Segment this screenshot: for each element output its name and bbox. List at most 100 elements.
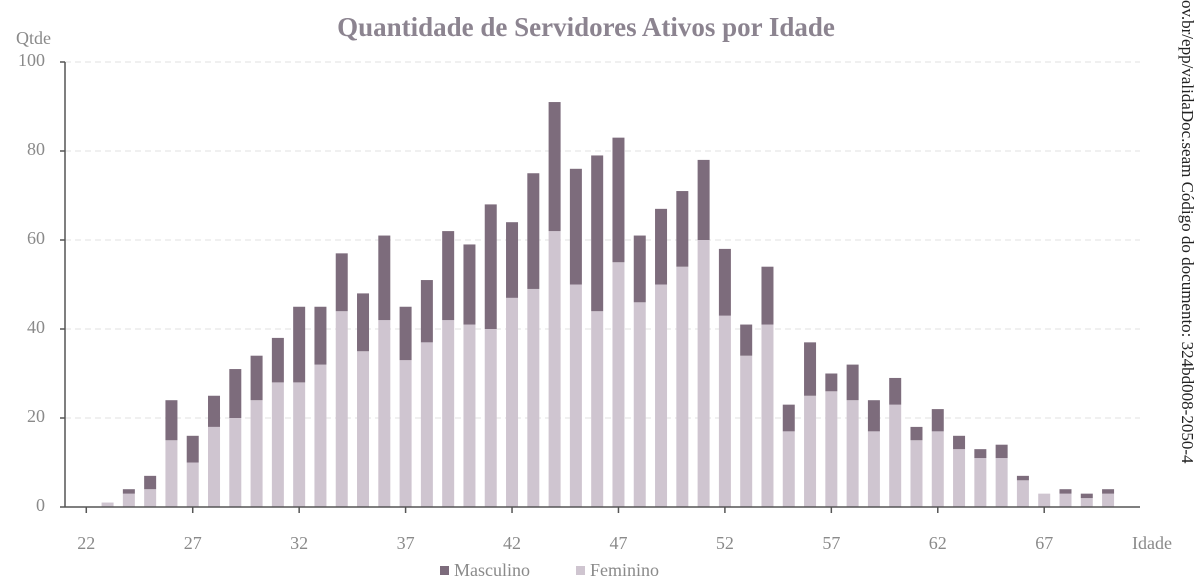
bar-segment <box>271 337 284 383</box>
bar-segment <box>463 244 476 325</box>
bar-segment <box>825 373 838 392</box>
bar-segment <box>718 248 731 316</box>
bar-segment <box>697 240 710 507</box>
y-tick-label: 100 <box>18 50 45 70</box>
bar-segment <box>910 440 923 507</box>
bar-segment <box>889 377 902 405</box>
bar-segment <box>569 284 582 507</box>
bar-segment <box>442 231 455 321</box>
bar-segment <box>506 222 519 298</box>
bar-segment <box>442 320 455 507</box>
x-tick-label: 52 <box>716 533 734 553</box>
bar-segment <box>293 306 306 383</box>
bar-segment <box>420 280 433 343</box>
bar-segment <box>846 400 859 507</box>
bar-segment <box>633 235 646 303</box>
bar-segment <box>867 400 880 432</box>
x-tick-label: 47 <box>609 533 627 553</box>
bar-segment <box>399 306 412 361</box>
y-tick-label: 0 <box>36 495 45 515</box>
bar-segment <box>612 262 625 507</box>
bar-segment <box>804 395 817 507</box>
bar-segment <box>761 266 774 325</box>
bar-segment <box>931 431 944 507</box>
bar-segment <box>250 355 263 401</box>
x-tick-label: 22 <box>77 533 95 553</box>
bar-segment <box>676 266 689 507</box>
bar-segment <box>889 404 902 507</box>
bar-segment <box>357 293 370 352</box>
bar-segment <box>740 355 753 507</box>
bar-segment <box>229 418 242 507</box>
bar-segment <box>910 426 923 441</box>
bar-segment <box>250 400 263 507</box>
x-tick-label: 37 <box>397 533 415 553</box>
bar-segment <box>633 302 646 507</box>
bar-segment <box>1080 493 1093 499</box>
bar-segment <box>122 489 135 494</box>
bar-segment <box>804 342 817 396</box>
bar-segment <box>782 404 795 432</box>
bar-segment <box>591 311 604 507</box>
bar-segment <box>506 297 519 507</box>
x-tick-label: 42 <box>503 533 521 553</box>
bar-segment <box>1016 475 1029 481</box>
bar-segment <box>229 369 242 418</box>
y-tick-label: 80 <box>27 139 45 159</box>
bar-segment <box>761 324 774 507</box>
bar-segment <box>335 311 348 507</box>
bar-segment <box>655 208 668 285</box>
bar-segment <box>527 173 540 289</box>
bar-segment <box>1059 489 1072 494</box>
x-axis-label: Idade <box>1132 533 1172 553</box>
bar-segment <box>314 306 327 365</box>
bar-segment <box>825 391 838 507</box>
legend-label: Feminino <box>590 560 659 580</box>
y-tick-label: 40 <box>27 317 45 337</box>
bar-segment <box>293 382 306 507</box>
bar-segment <box>101 502 114 507</box>
bar-segment <box>357 351 370 507</box>
bar-segment <box>399 360 412 507</box>
legend-swatch <box>440 566 449 575</box>
x-tick-label: 57 <box>822 533 840 553</box>
bar-segment <box>995 458 1008 507</box>
bar-segment <box>718 315 731 507</box>
watermark: ov.br/epp/validaDoc.seam Código do docum… <box>1178 0 1197 464</box>
y-tick-label: 20 <box>27 406 45 426</box>
bar-segment <box>463 324 476 507</box>
bar-segment <box>676 191 689 267</box>
bar-segment <box>846 364 859 401</box>
bar-segment <box>527 288 540 507</box>
bar-segment <box>1080 498 1093 507</box>
bar-segment <box>974 458 987 507</box>
bar-segment <box>995 444 1008 459</box>
x-tick-label: 62 <box>929 533 947 553</box>
legend-swatch <box>576 566 585 575</box>
chart-title: Quantidade de Servidores Ativos por Idad… <box>337 12 835 42</box>
bar-segment <box>931 409 944 432</box>
bar-segment <box>484 329 497 507</box>
bar-segment <box>208 395 221 427</box>
bar-segment <box>420 342 433 507</box>
y-tick-label: 60 <box>27 228 45 248</box>
bar-segment <box>612 137 625 263</box>
bar-segment <box>186 435 199 463</box>
y-axis-label: Qtde <box>16 28 51 48</box>
bar-segment <box>867 431 880 507</box>
bar-segment <box>1102 489 1115 494</box>
bar-segment <box>314 364 327 507</box>
bar-segment <box>165 440 178 507</box>
bar-segment <box>548 102 561 232</box>
bar-segment <box>186 462 199 507</box>
bar-segment <box>335 253 348 312</box>
bar-segment <box>378 235 391 321</box>
bar-segment <box>1102 493 1115 507</box>
bar-segment <box>591 155 604 312</box>
bar-segment <box>144 489 157 507</box>
bar-segment <box>655 284 668 507</box>
bar-segment <box>974 449 987 459</box>
bar-segment <box>697 159 710 240</box>
bar-segment <box>953 449 966 507</box>
